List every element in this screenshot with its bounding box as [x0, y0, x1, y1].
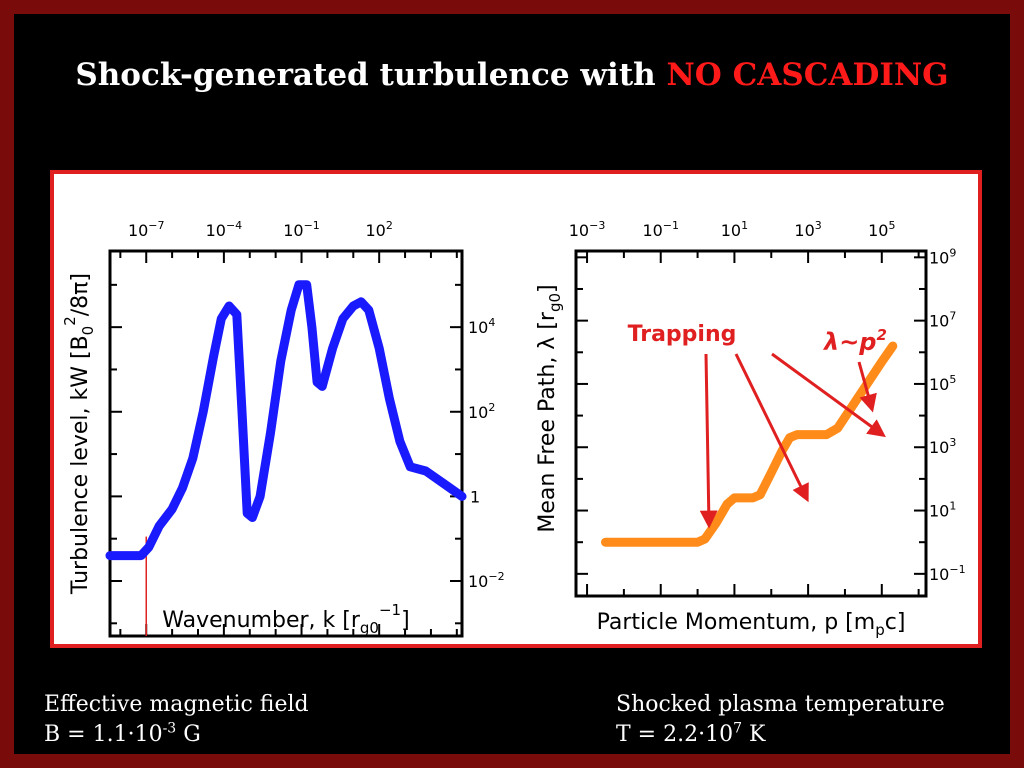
arrow-trapping [734, 353, 809, 503]
caption-left-line1: Effective magnetic field [44, 692, 309, 717]
series-line-mean-free-path [601, 341, 898, 547]
caption-left-value: B = 1.1·10 [44, 722, 163, 747]
turbulence-chart: 10−7 10−4 10−1 102 10−2 102 104 1 Wavenumber, k … [61, 219, 505, 638]
x-tick-label: 102 [365, 219, 392, 240]
x-axis-label: Wavenumber, k [rg0−1] [162, 601, 409, 637]
figure-panel: 10−7 10−4 10−1 102 10−2 102 104 1 Wavenumber, k … [50, 170, 982, 648]
y-axis-label: Mean Free Path, λ [rg0] [535, 284, 564, 532]
mean-free-path-chart: 10−3 10−1 101 103 105 10−1 101 103 105 107 109 Trap… [535, 219, 966, 639]
y-tick-label: 103 [929, 436, 956, 457]
x-tick-label: 10−4 [206, 219, 243, 240]
caption-right-exponent: 7 [733, 720, 742, 737]
caption-right-value: T = 2.2·10 [616, 722, 734, 747]
x-tick-label: 10−3 [569, 219, 606, 240]
series-line-turbulence [105, 280, 467, 561]
y-axis-label: Turbulence level, kW [B02/8π] [61, 273, 97, 595]
caption-left-exponent: -3 [162, 720, 177, 737]
y-tick-label: 105 [929, 373, 956, 394]
x-tick-label: 103 [794, 219, 821, 240]
x-tick-label: 101 [721, 219, 748, 240]
caption-left-unit: G [176, 722, 201, 747]
y-tick-label: 109 [929, 246, 956, 267]
title-highlight: NO CASCADING [666, 57, 949, 93]
y-tick-label: 102 [468, 401, 495, 422]
x-axis-label: Particle Momentum, p [mpc] [597, 610, 906, 639]
annotation-trapping: Trapping [628, 322, 737, 347]
caption-right-line2: T = 2.2·107 K [616, 720, 945, 750]
caption-right-line1: Shocked plasma temperature [616, 692, 945, 717]
arrow-scaling [857, 361, 877, 413]
plot-frame [574, 249, 928, 598]
y-tick-label: 104 [468, 316, 495, 337]
arrow-trapping [771, 352, 886, 438]
arrow-trapping [699, 353, 718, 529]
x-tick-label: 10−1 [283, 219, 320, 240]
x-tick-label: 105 [868, 219, 895, 240]
y-tick-label: 107 [929, 310, 956, 331]
y-tick-label: 1 [470, 487, 480, 506]
x-tick-label: 10−1 [642, 219, 679, 240]
caption-right-unit: K [742, 722, 766, 747]
x-tick-label: 10−7 [128, 219, 165, 240]
caption-magnetic-field: Effective magnetic field B = 1.1·10-3 G [44, 690, 309, 750]
annotation-scaling: λ~p2 [822, 326, 887, 356]
plot-frame [108, 249, 464, 638]
y-tick-label: 10−1 [929, 563, 966, 584]
y-tick-label: 101 [929, 500, 956, 521]
figure-svg: 10−7 10−4 10−1 102 10−2 102 104 1 Wavenumber, k … [61, 219, 966, 639]
y-tick-label: 10−2 [468, 570, 505, 591]
slide-title: Shock-generated turbulence with NO CASCA… [0, 57, 1024, 93]
title-main: Shock-generated turbulence with [75, 57, 656, 93]
caption-left-line2: B = 1.1·10-3 G [44, 720, 309, 750]
caption-temperature: Shocked plasma temperature T = 2.2·107 K [616, 690, 945, 750]
